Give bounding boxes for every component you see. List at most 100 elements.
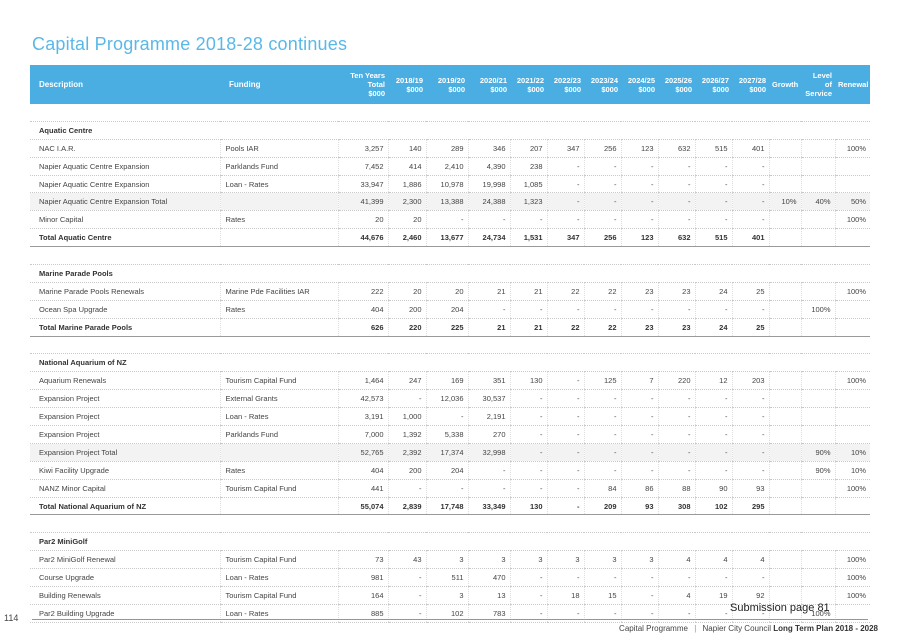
- value-cell: [584, 246, 621, 266]
- value-cell: [621, 264, 658, 283]
- value-cell: -: [694, 461, 732, 480]
- value-cell: [732, 104, 769, 122]
- value-cell: [695, 353, 732, 373]
- funding-cell: Tourism Capital Fund: [219, 479, 338, 498]
- total-row: Total Marine Parade Pools 626 220 225 21 21 22…: [30, 318, 870, 337]
- value-cell: 43: [387, 550, 426, 570]
- value-cell: 100%: [834, 568, 870, 588]
- value-cell: 21: [509, 282, 547, 301]
- value-cell: [621, 336, 658, 355]
- value-cell: -: [546, 568, 584, 588]
- column-header: Description: [30, 65, 220, 104]
- value-cell: [768, 371, 801, 391]
- value-cell: 130: [509, 497, 547, 516]
- value-cell: [835, 336, 870, 355]
- value-cell: 1,886: [387, 175, 426, 194]
- value-cell: 100%: [800, 604, 835, 623]
- value-cell: -: [509, 461, 547, 480]
- column-header: 2023/24 $000: [584, 65, 621, 104]
- footer: Capital Programme | Napier City Council …: [619, 624, 878, 633]
- value-cell: [388, 336, 426, 355]
- value-cell: [732, 121, 769, 140]
- value-cell: -: [387, 479, 426, 498]
- value-cell: 90: [694, 479, 732, 498]
- value-cell: [834, 300, 870, 319]
- value-cell: -: [546, 461, 584, 480]
- value-cell: [695, 246, 732, 266]
- funding-cell: Tourism Capital Fund: [219, 371, 338, 391]
- value-cell: [732, 264, 769, 283]
- value-cell: -: [583, 300, 621, 319]
- funding-cell: Parklands Fund: [219, 157, 338, 176]
- value-cell: 1,323: [509, 192, 547, 212]
- value-cell: 33,349: [467, 497, 510, 516]
- value-cell: 401: [731, 139, 769, 158]
- value-cell: 52,765: [337, 443, 388, 462]
- value-cell: 86: [620, 479, 658, 498]
- description-cell: Aquatic Centre: [30, 121, 220, 140]
- description-cell: Total National Aquarium of NZ: [30, 497, 220, 516]
- description-cell: Expansion Project: [30, 389, 220, 409]
- value-cell: [468, 336, 510, 355]
- value-cell: 24: [694, 282, 732, 301]
- value-cell: [388, 121, 426, 140]
- value-cell: -: [657, 192, 695, 212]
- column-header: 2022/23 $000: [547, 65, 584, 104]
- value-cell: [800, 210, 835, 230]
- value-cell: [584, 121, 621, 140]
- value-cell: [801, 353, 835, 373]
- value-cell: 73: [337, 550, 388, 570]
- value-cell: -: [546, 479, 584, 498]
- value-cell: 10%: [834, 443, 870, 462]
- value-cell: [621, 104, 658, 122]
- value-cell: 100%: [834, 371, 870, 391]
- value-cell: [769, 514, 801, 534]
- value-cell: -: [509, 443, 547, 462]
- funding-cell: [220, 353, 338, 373]
- value-cell: [426, 353, 468, 373]
- value-cell: -: [620, 389, 658, 409]
- value-cell: 209: [583, 497, 621, 516]
- value-cell: [584, 104, 621, 122]
- value-cell: -: [694, 389, 732, 409]
- value-cell: 15: [583, 586, 621, 605]
- description-cell: Course Upgrade: [30, 568, 220, 588]
- value-cell: 220: [387, 318, 426, 337]
- value-cell: [510, 121, 547, 140]
- value-cell: [426, 264, 468, 283]
- value-cell: 2,300: [387, 192, 426, 212]
- value-cell: 44,676: [337, 228, 388, 248]
- value-cell: 1,531: [509, 228, 547, 248]
- funding-cell: [220, 532, 338, 552]
- value-cell: [510, 104, 547, 122]
- value-cell: [426, 246, 468, 266]
- description-cell: Par2 MiniGolf: [30, 532, 220, 552]
- value-cell: 125: [583, 371, 621, 391]
- value-cell: -: [467, 300, 510, 319]
- value-cell: -: [583, 425, 621, 444]
- value-cell: [426, 336, 468, 355]
- subtotal-row: Napier Aquatic Centre Expansion Total 41,…: [30, 192, 870, 212]
- value-cell: -: [694, 192, 732, 212]
- value-cell: [621, 246, 658, 266]
- value-cell: [468, 264, 510, 283]
- table-row: Aquarium Renewals Tourism Capital Fund 1,4…: [30, 371, 870, 391]
- column-header: 2025/26 $000: [658, 65, 695, 104]
- funding-cell: Tourism Capital Fund: [219, 586, 338, 605]
- value-cell: 100%: [834, 586, 870, 605]
- value-cell: [800, 282, 835, 301]
- description-cell: Aquarium Renewals: [30, 371, 220, 391]
- value-cell: 401: [731, 228, 769, 248]
- description-cell: Napier Aquatic Centre Expansion Total: [30, 192, 220, 212]
- value-cell: 164: [337, 586, 388, 605]
- value-cell: -: [694, 210, 732, 230]
- funding-cell: [220, 246, 338, 266]
- value-cell: 3: [583, 550, 621, 570]
- section-header-row: Par2 MiniGolf: [30, 532, 870, 552]
- value-cell: -: [620, 175, 658, 194]
- value-cell: [695, 336, 732, 355]
- value-cell: 22: [583, 282, 621, 301]
- value-cell: -: [467, 210, 510, 230]
- value-cell: 222: [337, 282, 388, 301]
- value-cell: -: [657, 389, 695, 409]
